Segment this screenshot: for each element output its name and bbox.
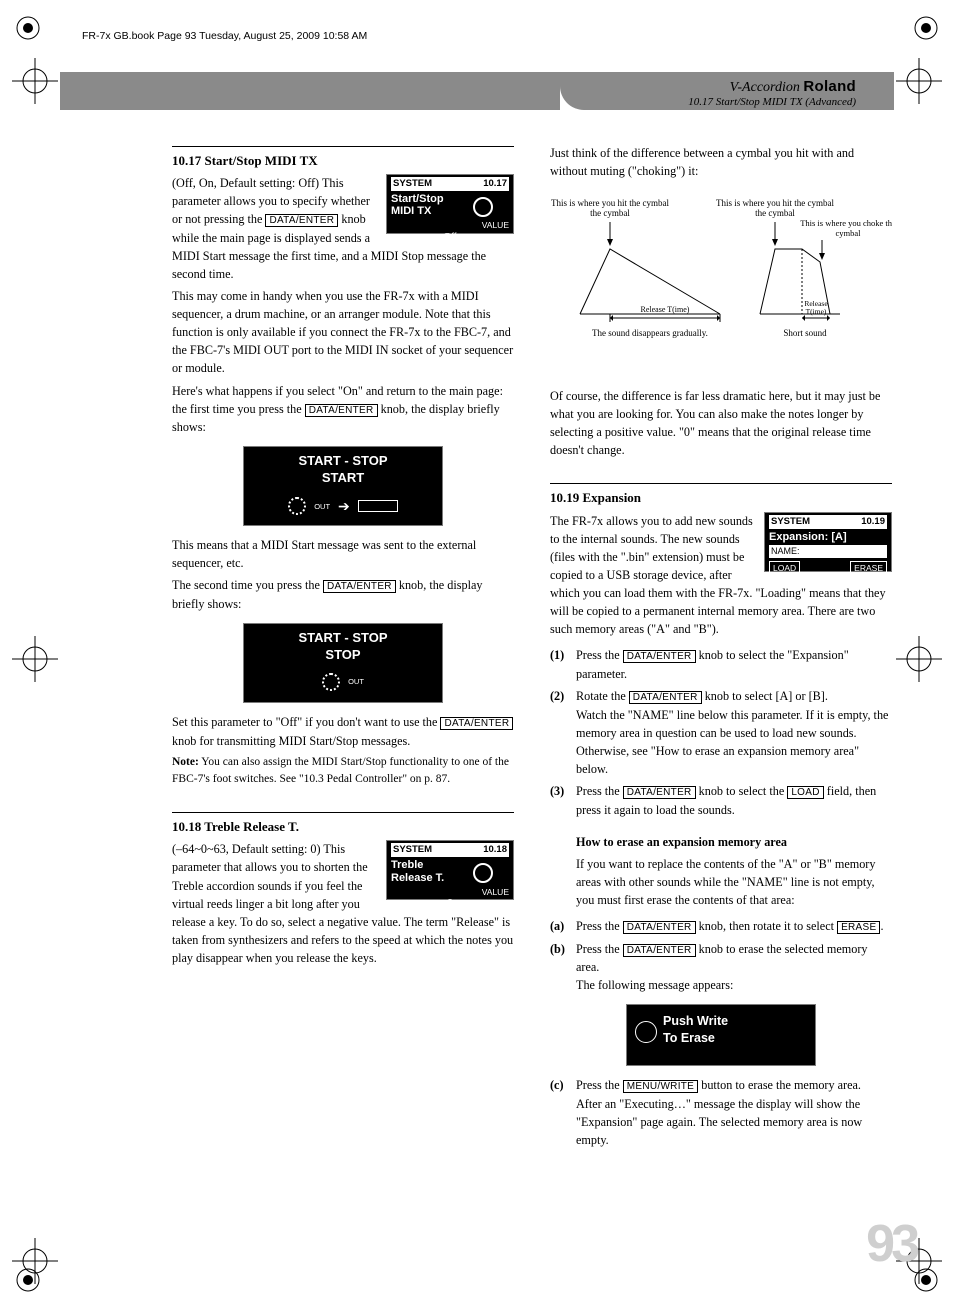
body-text: Set this parameter to "Off" if you don't… — [172, 713, 514, 750]
crop-mark-icon — [12, 636, 58, 682]
crop-mark-icon — [12, 1238, 58, 1284]
keycap-data-enter: DATA/ENTER — [623, 944, 696, 957]
section-1018-title: 10.18 Treble Release T. — [172, 817, 514, 836]
keycap-data-enter: DATA/ENTER — [623, 650, 696, 663]
lcd-1019: SYSTEM10.19 Expansion: [A] NAME: LOADERA… — [764, 512, 892, 572]
midi-icon — [288, 497, 306, 515]
note-text: Note: You can also assign the MIDI Start… — [172, 754, 514, 788]
subsection-title: How to erase an expansion memory area — [576, 833, 892, 851]
keycap-data-enter: DATA/ENTER — [265, 214, 338, 227]
body-text: If you want to replace the contents of t… — [576, 855, 892, 909]
svg-text:cymbal: cymbal — [835, 228, 861, 238]
keycap-menu-write: MENU/WRITE — [623, 1080, 698, 1093]
svg-text:Release T(ime): Release T(ime) — [641, 305, 690, 314]
crop-mark-icon — [896, 58, 942, 104]
lcd-push-write: Push WriteTo Erase — [626, 1004, 816, 1066]
diag-label: This is where you choke the — [800, 218, 892, 228]
body-text: Just think of the difference between a c… — [550, 144, 892, 180]
lcd-stop: START - STOPSTOP OUT — [243, 623, 443, 703]
lcd-1018: SYSTEM10.18 TrebleRelease T. VALUE 0 — [386, 840, 514, 900]
diag-label: This is where you hit the cymbal — [716, 198, 834, 208]
header-section: 10.17 Start/Stop MIDI TX (Advanced) — [688, 96, 856, 108]
crop-mark-icon — [12, 58, 58, 104]
keycap-erase: ERASE — [837, 921, 880, 934]
page-header: V-Accordion Roland 10.17 Start/Stop MIDI… — [60, 72, 894, 134]
midi-icon — [322, 673, 340, 691]
left-column: 10.17 Start/Stop MIDI TX SYSTEM10.17 Sta… — [172, 140, 514, 1153]
step-2: Rotate the DATA/ENTER knob to select [A]… — [576, 687, 892, 778]
keycap-data-enter: DATA/ENTER — [623, 786, 696, 799]
reg-mark-icon — [912, 14, 940, 42]
svg-text:The sound disappears gradually: The sound disappears gradually. — [592, 328, 708, 338]
section-1017-title: 10.17 Start/Stop MIDI TX — [172, 151, 514, 170]
svg-text:Short sound: Short sound — [783, 328, 827, 338]
lcd-1017: SYSTEM10.17 Start/StopMIDI TX VALUE Off — [386, 174, 514, 234]
header-brand: V-Accordion Roland — [688, 78, 856, 96]
keycap-load: LOAD — [787, 786, 823, 799]
step-1: Press the DATA/ENTER knob to select the … — [576, 646, 892, 683]
step-a: Press the DATA/ENTER knob, then rotate i… — [576, 917, 892, 936]
lcd-start: START - STOPSTART OUT➔ — [243, 446, 443, 526]
step-3: Press the DATA/ENTER knob to select the … — [576, 782, 892, 819]
body-text: Of course, the difference is far less dr… — [550, 387, 892, 459]
svg-text:T(ime): T(ime) — [806, 307, 827, 316]
svg-text:the cymbal: the cymbal — [755, 208, 795, 218]
target-icon — [635, 1021, 657, 1043]
step-b: Press the DATA/ENTER knob to erase the s… — [576, 940, 892, 995]
keycap-data-enter: DATA/ENTER — [305, 404, 378, 417]
reg-mark-icon — [14, 14, 42, 42]
diag-label: This is where you hit the cymbal — [551, 198, 669, 208]
body-text: The second time you press the DATA/ENTER… — [172, 576, 514, 613]
page-number: 93 — [866, 1214, 916, 1274]
body-text: This may come in handy when you use the … — [172, 287, 514, 377]
release-diagram: This is where you hit the cymbal the cym… — [550, 194, 892, 364]
keycap-data-enter: DATA/ENTER — [440, 717, 513, 730]
keycap-data-enter: DATA/ENTER — [323, 580, 396, 593]
crop-mark-icon — [896, 636, 942, 682]
print-source-line: FR-7x GB.book Page 93 Tuesday, August 25… — [82, 30, 367, 42]
body-text: Here's what happens if you select "On" a… — [172, 382, 514, 437]
keycap-data-enter: DATA/ENTER — [623, 921, 696, 934]
keycap-data-enter: DATA/ENTER — [629, 691, 702, 704]
body-text: This means that a MIDI Start message was… — [172, 536, 514, 572]
step-c: Press the MENU/WRITE button to erase the… — [576, 1076, 892, 1149]
svg-text:the cymbal: the cymbal — [590, 208, 630, 218]
section-1019-title: 10.19 Expansion — [550, 488, 892, 507]
right-column: Just think of the difference between a c… — [550, 140, 892, 1153]
